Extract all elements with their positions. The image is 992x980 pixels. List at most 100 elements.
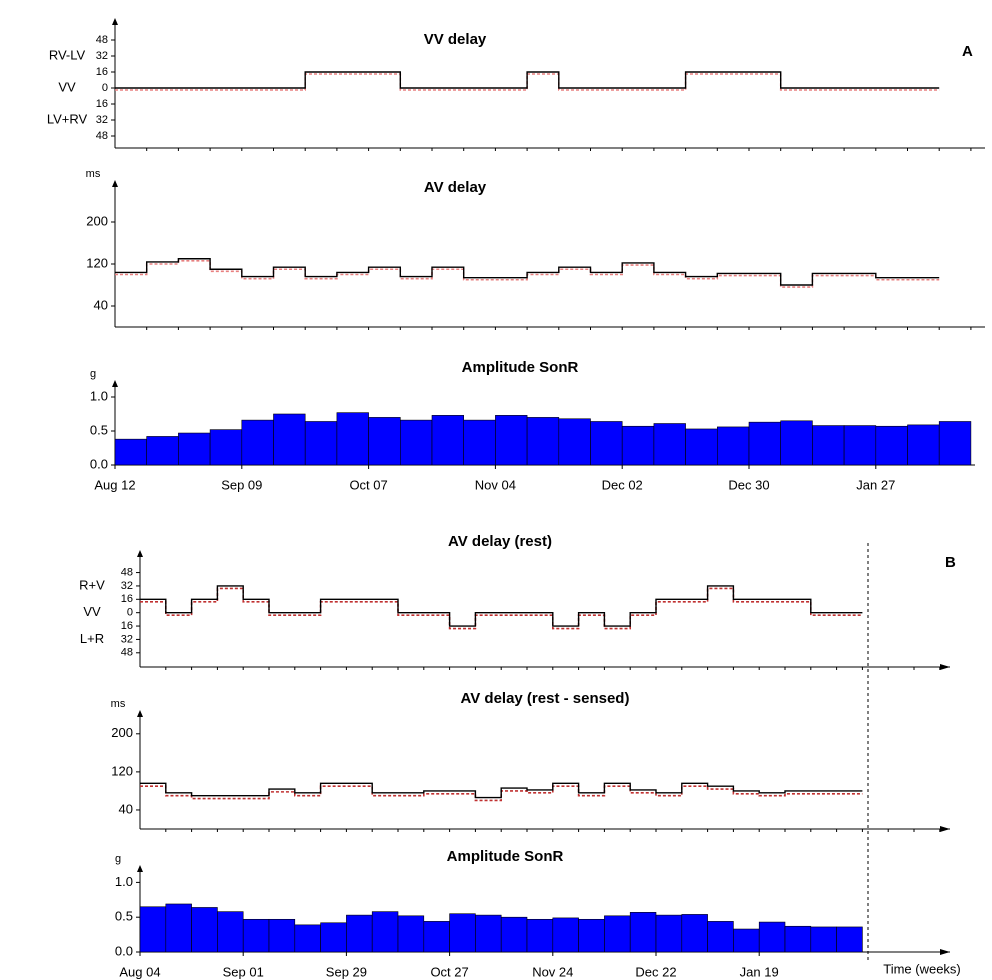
side-label: VV — [58, 79, 76, 94]
chart-title: VV delay — [424, 31, 487, 48]
y-tick-label: 48 — [121, 647, 133, 659]
side-label: RV-LV — [49, 47, 86, 62]
y-tick-label: 32 — [121, 633, 133, 645]
x-arrow — [940, 949, 950, 955]
step-line — [140, 585, 863, 627]
bar — [604, 915, 631, 953]
bar — [346, 914, 373, 953]
bar — [938, 421, 972, 466]
bar — [907, 424, 940, 466]
y-tick-label: 48 — [96, 34, 108, 46]
y-tick-label: 32 — [96, 114, 108, 126]
y-tick-label: 0.5 — [115, 909, 133, 924]
chart-title: AV delay (rest - sensed) — [461, 690, 630, 707]
y-tick-label: 0.0 — [90, 456, 108, 471]
bar — [146, 436, 179, 466]
bar — [423, 921, 450, 953]
x-tick-label: Oct 07 — [349, 477, 387, 492]
y-tick-label: 16 — [121, 593, 133, 605]
bar — [784, 925, 812, 953]
x-tick-label: Jan 19 — [740, 964, 779, 979]
bar — [681, 914, 708, 953]
y-arrow — [112, 18, 118, 25]
bar — [320, 922, 347, 953]
x-tick-label: Aug 04 — [119, 964, 160, 979]
unit-label: ms — [86, 168, 101, 180]
bar — [191, 907, 218, 953]
bar — [209, 429, 243, 466]
x-tick-label: Nov 24 — [532, 964, 573, 979]
step-line — [140, 587, 863, 630]
chart-title: Amplitude SonR — [462, 359, 579, 376]
bar — [655, 914, 683, 953]
bar — [242, 918, 270, 953]
x-tick-label: Jan 27 — [856, 477, 895, 492]
bar — [217, 911, 244, 953]
bar — [268, 918, 296, 953]
y-tick-label: 32 — [96, 50, 108, 62]
bar — [336, 412, 369, 466]
side-label: LV+RV — [47, 111, 88, 126]
bar — [558, 418, 591, 466]
bar — [629, 912, 657, 953]
side-label: L+R — [80, 631, 104, 646]
y-arrow — [112, 380, 118, 387]
y-tick-label: 0 — [102, 82, 108, 94]
bar — [371, 911, 399, 953]
bar — [843, 425, 877, 466]
bar — [875, 425, 908, 466]
side-label: R+V — [79, 577, 105, 592]
bar — [526, 918, 554, 953]
bar — [449, 913, 476, 953]
y-tick-label: 120 — [86, 255, 108, 270]
x-tick-label: Nov 04 — [475, 477, 516, 492]
y-arrow — [112, 180, 118, 187]
bar — [273, 413, 306, 466]
y-tick-label: 200 — [111, 725, 133, 740]
bar — [748, 421, 782, 466]
y-tick-label: 1.0 — [90, 388, 108, 403]
y-tick-label: 16 — [121, 620, 133, 632]
bar — [716, 426, 750, 466]
bar — [431, 415, 465, 466]
bar — [733, 928, 760, 953]
y-tick-label: 16 — [96, 66, 108, 78]
x-arrow — [940, 826, 950, 832]
x-tick-label: Aug 12 — [94, 477, 135, 492]
unit-label: g — [90, 368, 96, 380]
x-tick-label: Dec 02 — [602, 477, 643, 492]
y-tick-label: 48 — [121, 566, 133, 578]
x-tick-label: Sep 01 — [223, 964, 264, 979]
y-tick-label: 0.0 — [115, 943, 133, 958]
bar — [780, 420, 813, 466]
x-axis-label: Time (weeks) — [883, 961, 961, 976]
y-tick-label: 0.5 — [90, 422, 108, 437]
chart-title: AV delay — [424, 179, 487, 196]
y-tick-label: 1.0 — [115, 874, 133, 889]
x-tick-label: Dec 22 — [635, 964, 676, 979]
bar — [463, 419, 496, 466]
step-line — [140, 782, 863, 799]
chart-title: AV delay (rest) — [448, 533, 552, 550]
chart-title: Amplitude SonR — [447, 848, 564, 865]
panel-label: B — [945, 554, 956, 571]
y-tick-label: 32 — [121, 580, 133, 592]
bar — [495, 415, 528, 466]
y-tick-label: 40 — [119, 801, 133, 816]
step-line — [115, 258, 940, 286]
bar — [165, 903, 192, 953]
y-tick-label: 16 — [96, 98, 108, 110]
x-tick-label: Sep 29 — [326, 964, 367, 979]
bar — [810, 926, 837, 953]
bar — [397, 915, 425, 953]
x-arrow — [940, 664, 950, 670]
bar — [552, 917, 579, 953]
y-tick-label: 40 — [94, 297, 108, 312]
panel-label: A — [962, 43, 973, 60]
bar — [139, 906, 167, 953]
bar — [294, 924, 321, 953]
bar — [399, 419, 433, 466]
bar — [653, 423, 686, 466]
side-label: VV — [83, 604, 101, 619]
